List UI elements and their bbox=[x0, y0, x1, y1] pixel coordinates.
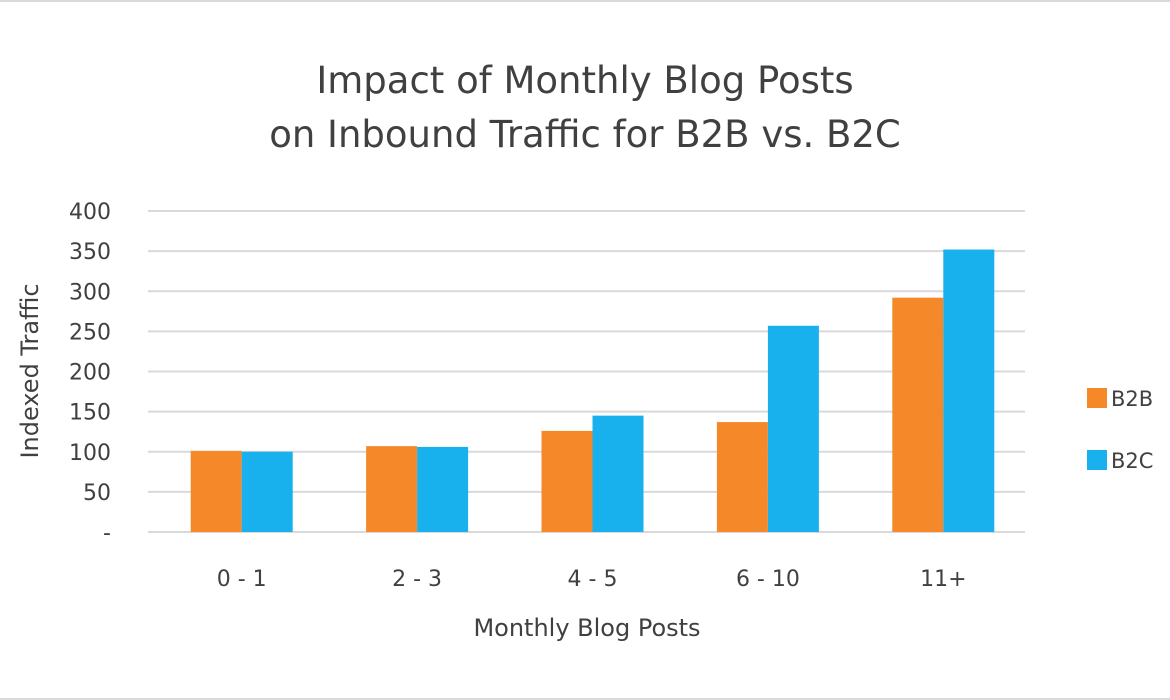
y-tick-label: 50 bbox=[83, 481, 111, 506]
legend: B2B B2C bbox=[1087, 387, 1153, 473]
x-tick-label: 2 - 3 bbox=[392, 567, 442, 592]
bars bbox=[190, 249, 995, 532]
chart-title-line-2: on Inbound Traffic for B2B vs. B2C bbox=[269, 113, 901, 156]
x-axis-title: Monthly Blog Posts bbox=[473, 614, 700, 642]
bar-b2b-3 bbox=[716, 422, 768, 532]
bar-b2c-1 bbox=[417, 446, 469, 532]
y-tick-label: 100 bbox=[69, 441, 111, 466]
x-tick-label: 6 - 10 bbox=[736, 567, 800, 592]
y-tick-label: 350 bbox=[69, 240, 111, 265]
chart-title: Impact of Monthly Blog Posts on Inbound … bbox=[0, 54, 1170, 162]
bar-b2b-2 bbox=[541, 430, 593, 532]
bar-b2b-0 bbox=[190, 450, 242, 532]
legend-swatch-b2b bbox=[1087, 388, 1107, 408]
bar-b2c-0 bbox=[241, 451, 293, 532]
bar-b2c-2 bbox=[592, 415, 644, 532]
bar-b2b-1 bbox=[366, 446, 418, 532]
y-tick-label: 150 bbox=[69, 401, 111, 426]
legend-label-b2c: B2C bbox=[1111, 449, 1153, 473]
y-tick-label: 300 bbox=[69, 280, 111, 305]
y-tick-label: 400 bbox=[69, 200, 111, 225]
y-tick-label: 250 bbox=[69, 320, 111, 345]
bar-b2b-4 bbox=[892, 297, 944, 532]
y-tick-label: - bbox=[103, 521, 111, 546]
legend-label-b2b: B2B bbox=[1111, 387, 1153, 411]
x-tick-label: 11+ bbox=[920, 567, 966, 592]
x-tick-label: 4 - 5 bbox=[568, 567, 618, 592]
y-axis-ticks: - 50 100 150 200 250 300 350 400 bbox=[69, 200, 111, 546]
chart-title-line-1: Impact of Monthly Blog Posts bbox=[316, 59, 854, 102]
legend-swatch-b2c bbox=[1087, 450, 1107, 470]
y-axis-title: Indexed Traffic bbox=[16, 283, 44, 458]
bar-b2c-3 bbox=[767, 325, 819, 532]
x-axis-ticks: 0 - 1 2 - 3 4 - 5 6 - 10 11+ bbox=[217, 567, 967, 592]
x-tick-label: 0 - 1 bbox=[217, 567, 267, 592]
bar-b2c-4 bbox=[943, 249, 995, 532]
y-tick-label: 200 bbox=[69, 361, 111, 386]
